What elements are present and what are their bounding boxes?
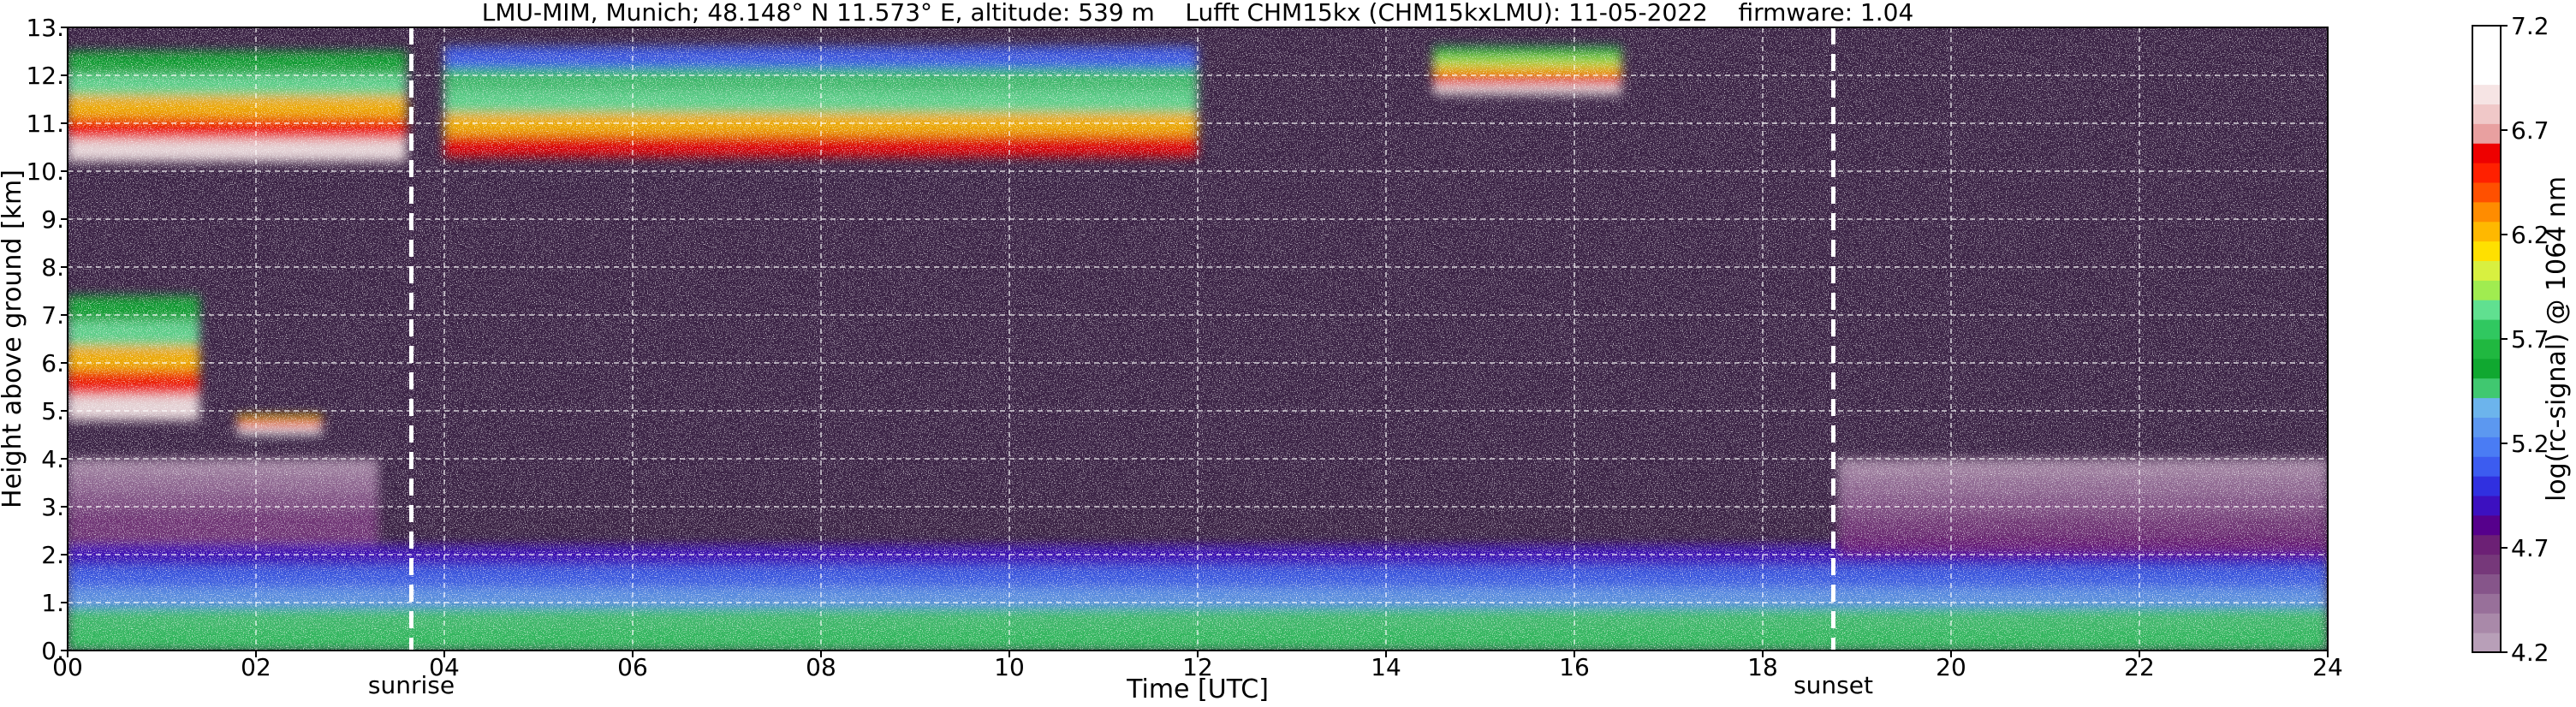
x-tick-label: 14	[1371, 653, 1401, 681]
x-tick-label: 16	[1559, 653, 1590, 681]
colorbar-segment	[2472, 182, 2501, 203]
colorbar-segment	[2472, 163, 2501, 183]
x-axis-label: Time [UTC]	[1126, 674, 1269, 704]
sunset-label: sunset	[1794, 671, 1873, 699]
colorbar-segment	[2472, 45, 2501, 66]
colorbar-segment	[2472, 456, 2501, 477]
colorbar-tick-label: 7.2	[2511, 12, 2549, 40]
y-tick-label: 9.	[41, 205, 64, 234]
colorbar	[2472, 26, 2501, 653]
x-axis-ticks: 00 02 04 06 08 10 12 14 16 18 20 22 24	[52, 651, 2343, 681]
colorbar-segment	[2472, 64, 2501, 86]
colorbar-segment	[2472, 397, 2501, 418]
colorbar-segment	[2472, 241, 2501, 261]
grid	[68, 27, 2328, 651]
y-tick-label: 0.	[41, 637, 64, 665]
colorbar-segment	[2472, 476, 2501, 496]
chart-title: LMU-MIM, Munich; 48.148° N 11.573° E, al…	[482, 0, 1914, 27]
colorbar-segment	[2472, 221, 2501, 242]
y-tick-label: 12.	[26, 62, 64, 90]
colorbar-tick-label: 4.7	[2511, 534, 2549, 562]
colorbar-tick-label: 6.2	[2511, 221, 2549, 249]
x-tick-label: 20	[1936, 653, 1966, 681]
x-tick-label: 06	[617, 653, 648, 681]
colorbar-segment	[2472, 104, 2501, 124]
x-tick-label: 24	[2312, 653, 2343, 681]
y-tick-label: 4.	[41, 445, 64, 473]
colorbar-segment	[2472, 143, 2501, 163]
x-tick-label: 22	[2124, 653, 2155, 681]
y-axis-ticks: 0. 1. 2. 3. 4. 5. 6. 7. 8. 9. 10. 11. 12. 13.	[26, 14, 68, 665]
y-tick-label: 5.	[41, 397, 64, 425]
colorbar-segment	[2472, 496, 2501, 516]
colorbar-segment	[2472, 123, 2501, 144]
colorbar-ticks: 4.2 4.7 5.2 5.7 6.2 6.7 7.2	[2501, 12, 2549, 667]
colorbar-segment	[2472, 534, 2501, 556]
colorbar-segment	[2472, 417, 2501, 437]
colorbar-segment	[2472, 339, 2501, 359]
colorbar-segment	[2472, 26, 2501, 46]
colorbar-segment	[2472, 358, 2501, 379]
colorbar-segment	[2472, 514, 2501, 536]
sun-labels: sunrise sunset	[368, 671, 1873, 699]
colorbar-segment	[2472, 300, 2501, 320]
colorbar-segment	[2472, 377, 2501, 399]
colorbar-tick-label: 5.2	[2511, 430, 2549, 458]
sunrise-label: sunrise	[368, 671, 455, 699]
x-tick-label: 04	[429, 653, 460, 681]
x-tick-label: 02	[241, 653, 271, 681]
colorbar-label: log(rc-signal) @ 1064 nm	[2542, 176, 2572, 502]
x-tick-label: 08	[806, 653, 836, 681]
y-tick-label: 10.	[26, 157, 64, 186]
y-axis-label: Height above ground [km]	[0, 169, 27, 508]
colorbar-segment	[2472, 84, 2501, 104]
colorbar-tick-label: 5.7	[2511, 325, 2549, 354]
y-tick-label: 2.	[41, 541, 64, 569]
colorbar-segment	[2472, 573, 2501, 594]
colorbar-segment	[2472, 201, 2501, 223]
y-tick-label: 13.	[26, 14, 64, 42]
colorbar-tick-label: 4.2	[2511, 639, 2549, 667]
x-tick-label: 12	[1182, 653, 1213, 681]
sun-lines	[409, 27, 1835, 651]
plot-area	[68, 27, 2328, 651]
y-tick-label: 3.	[41, 493, 64, 521]
y-tick-label: 8.	[41, 253, 64, 282]
y-tick-label: 1.	[41, 589, 64, 617]
colorbar-segment	[2472, 633, 2501, 653]
colorbar-segment	[2472, 437, 2501, 457]
colorbar-tick-label: 6.7	[2511, 116, 2549, 145]
colorbar-segment	[2472, 280, 2501, 300]
colorbar-segment	[2472, 260, 2501, 281]
colorbar-segment	[2472, 319, 2501, 340]
y-tick-label: 6.	[41, 349, 64, 377]
y-tick-label: 7.	[41, 301, 64, 330]
x-tick-label: 18	[1747, 653, 1778, 681]
y-tick-label: 11.	[26, 110, 64, 138]
x-tick-label: 00	[52, 653, 83, 681]
x-tick-label: 10	[994, 653, 1025, 681]
colorbar-segment	[2472, 554, 2501, 574]
colorbar-segment	[2472, 593, 2501, 614]
colorbar-segment	[2472, 613, 2501, 633]
